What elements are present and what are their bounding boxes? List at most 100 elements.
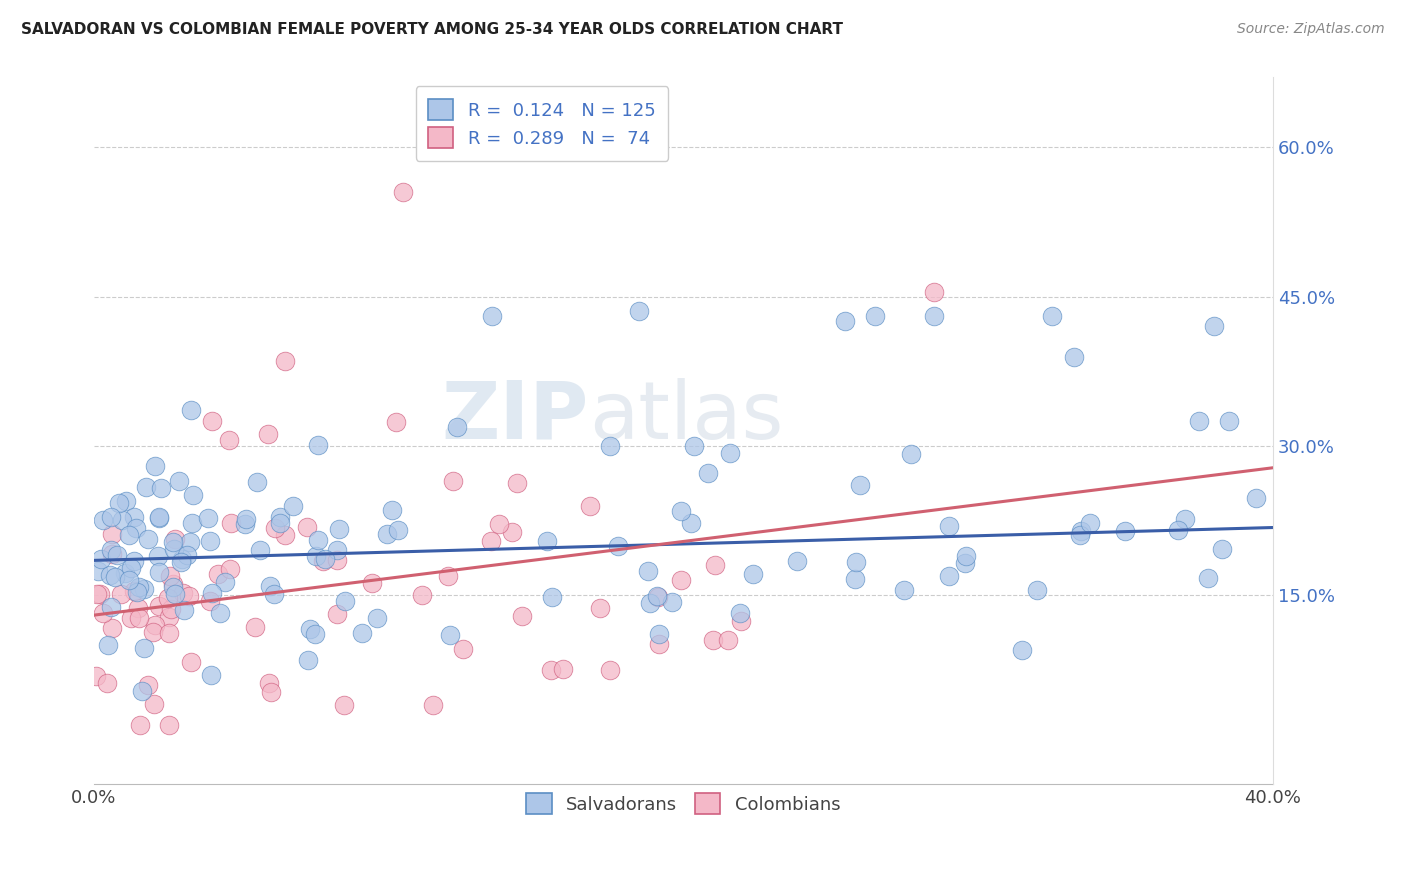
Point [628, 304, 651, 318]
Point [233, 516, 256, 531]
Point [114, 566, 136, 580]
Text: atlas: atlas [589, 378, 783, 456]
Point [150, 481, 173, 495]
Point [120, 561, 142, 575]
Point [1011, 643, 1033, 657]
Point [90, 552, 112, 566]
Legend: Salvadorans, Colombians: Salvadorans, Colombians [516, 782, 851, 825]
Point [1026, 583, 1049, 598]
Point [741, 567, 763, 582]
Point [235, 511, 257, 525]
Point [100, 600, 122, 615]
Point [716, 633, 738, 648]
Point [259, 579, 281, 593]
Point [148, 599, 170, 614]
Point [436, 568, 458, 582]
Point [451, 642, 474, 657]
Point [218, 433, 240, 447]
Point [110, 587, 132, 601]
Point [143, 618, 166, 632]
Point [127, 600, 149, 615]
Point [488, 516, 510, 531]
Point [169, 554, 191, 568]
Point [89, 587, 111, 601]
Point [325, 543, 347, 558]
Point [326, 607, 349, 622]
Point [91, 513, 114, 527]
Point [128, 580, 150, 594]
Point [283, 499, 305, 513]
Point [381, 502, 404, 516]
Point [179, 535, 201, 549]
Point [129, 717, 152, 731]
Point [243, 620, 266, 634]
Point [146, 549, 169, 564]
Point [260, 685, 283, 699]
Point [159, 602, 181, 616]
Point [326, 553, 349, 567]
Point [173, 603, 195, 617]
Point [122, 554, 145, 568]
Point [350, 626, 373, 640]
Point [162, 534, 184, 549]
Point [162, 580, 184, 594]
Point [312, 554, 335, 568]
Point [540, 590, 562, 604]
Point [125, 521, 148, 535]
Point [201, 585, 224, 599]
Point [269, 516, 291, 530]
Point [118, 573, 141, 587]
Point [100, 527, 122, 541]
Point [299, 622, 322, 636]
Point [599, 439, 621, 453]
Point [589, 601, 612, 615]
Point [200, 593, 222, 607]
Point [607, 539, 630, 553]
Point [180, 655, 202, 669]
Point [385, 415, 408, 429]
Point [157, 717, 180, 731]
Point [219, 516, 242, 530]
Point [86, 587, 108, 601]
Point [97, 638, 120, 652]
Point [148, 509, 170, 524]
Point [637, 564, 659, 578]
Point [553, 662, 575, 676]
Point [84, 669, 107, 683]
Point [422, 698, 444, 712]
Point [263, 520, 285, 534]
Point [375, 526, 398, 541]
Point [441, 474, 464, 488]
Point [200, 534, 222, 549]
Point [307, 533, 329, 547]
Point [333, 698, 356, 712]
Point [392, 185, 415, 199]
Point [730, 615, 752, 629]
Point [297, 653, 319, 667]
Point [96, 675, 118, 690]
Point [259, 676, 281, 690]
Point [263, 587, 285, 601]
Point [893, 583, 915, 598]
Point [142, 624, 165, 639]
Point [849, 478, 872, 492]
Point [138, 678, 160, 692]
Point [481, 310, 503, 324]
Point [274, 528, 297, 542]
Point [718, 446, 741, 460]
Point [955, 549, 977, 563]
Point [366, 610, 388, 624]
Point [127, 584, 149, 599]
Point [120, 611, 142, 625]
Point [128, 611, 150, 625]
Point [1040, 310, 1063, 324]
Point [297, 520, 319, 534]
Point [638, 596, 661, 610]
Point [648, 637, 671, 651]
Point [669, 573, 692, 587]
Point [669, 504, 692, 518]
Point [100, 510, 122, 524]
Point [1244, 491, 1267, 506]
Point [728, 606, 751, 620]
Point [506, 475, 529, 490]
